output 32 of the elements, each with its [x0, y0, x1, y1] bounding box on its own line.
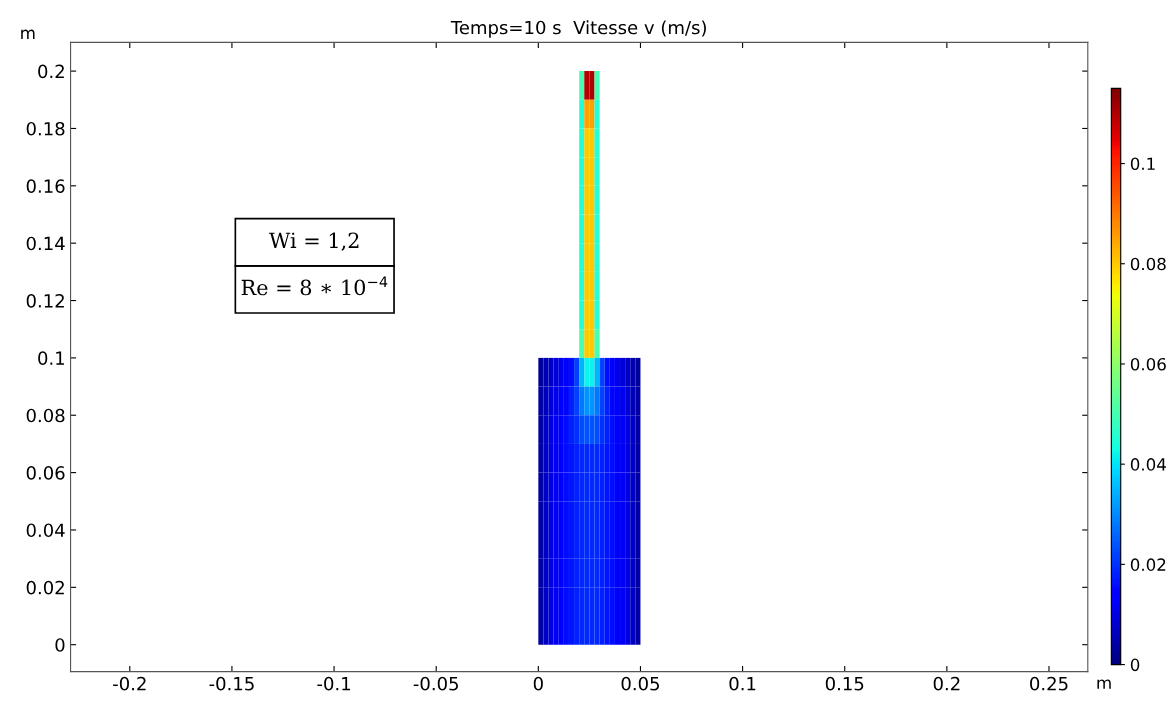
- chart-title: Temps=10 s Vitesse v (m/s): [450, 20, 706, 38]
- x-tick-label: 0.25: [1030, 676, 1068, 691]
- x-tick-label: 0.2: [933, 676, 960, 691]
- x-tick-label: 0: [533, 676, 543, 691]
- color-bar-label: 0.08: [1130, 257, 1166, 271]
- annotation: Wi = 1,2: [269, 232, 359, 251]
- x-tick-label: -0.05: [413, 676, 458, 691]
- color-bar-label: 0.04: [1130, 458, 1166, 471]
- x-tick-label: -0.1: [317, 676, 351, 691]
- y-tick-label: 0.16: [26, 179, 65, 193]
- y-tick-label: 0.14: [26, 236, 65, 251]
- color-bar-label: 0.1: [1130, 157, 1155, 171]
- y-tick-label: 0.12: [26, 294, 64, 308]
- y-axis-title: m: [21, 29, 35, 39]
- y-tick-label: 0: [55, 638, 65, 652]
- y-tick-label: 0.04: [26, 523, 65, 538]
- y-tick-label: 0.08: [26, 408, 65, 423]
- y-tick-label: 0.06: [26, 466, 65, 480]
- x-axis-title: m: [1097, 679, 1111, 689]
- y-tick-label: 0.18: [26, 121, 65, 136]
- x-tick-label: 0.15: [825, 676, 864, 691]
- y-tick-label: 0.1: [38, 351, 65, 366]
- color-bar-label: 0.02: [1130, 558, 1166, 571]
- x-tick-label: -0.2: [113, 676, 146, 691]
- x-tick-label: -0.15: [209, 676, 254, 691]
- color-bar-label: 0.06: [1130, 357, 1166, 371]
- annotation: Re = 8 ∗ 10$^{−4}$: [241, 276, 388, 296]
- x-tick-label: 0.05: [621, 676, 659, 691]
- x-tick-label: 0.1: [729, 676, 756, 691]
- y-tick-label: 0.2: [38, 64, 64, 79]
- y-tick-label: 0.02: [26, 580, 64, 595]
- color-bar-label: 0: [1130, 658, 1140, 672]
